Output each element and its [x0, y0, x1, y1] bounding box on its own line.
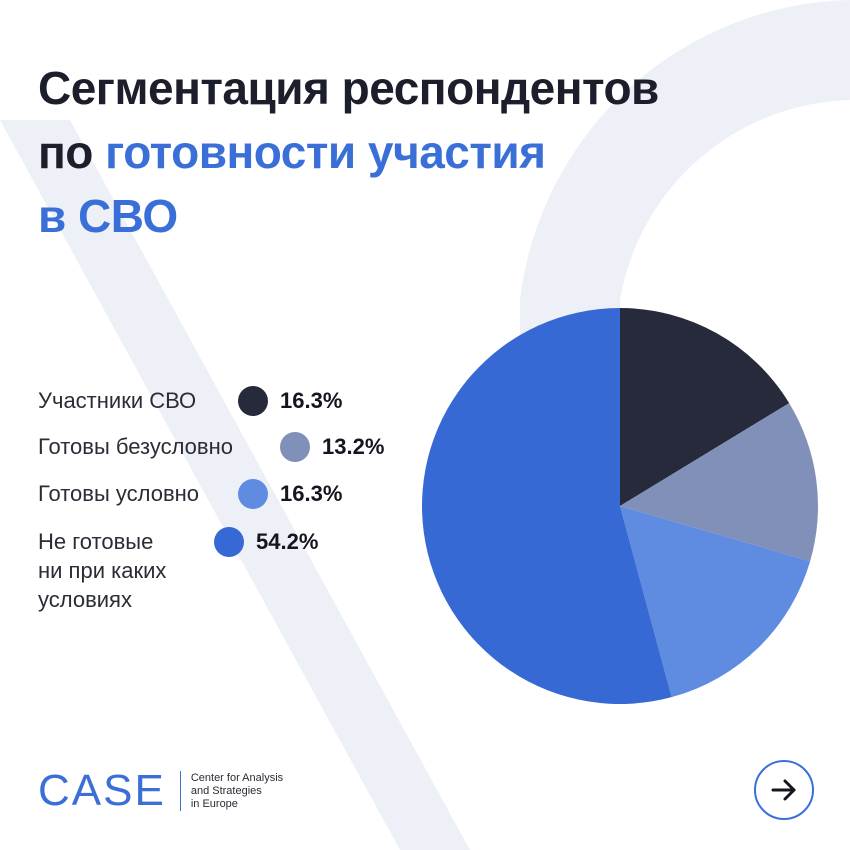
legend-value: 54.2%: [256, 529, 319, 554]
legend-value: 16.3%: [280, 481, 343, 506]
footer-logo: CASE Center for Analysis and Strategies …: [38, 766, 311, 816]
logo-org-name: Center for Analysis and Strategies in Eu…: [190, 771, 284, 810]
title-line-2-plain: по: [38, 126, 106, 178]
legend-value: 13.2%: [322, 434, 385, 459]
title-line-1: Сегментация респондентов: [38, 62, 659, 114]
title-line-2-accent: готовности участия: [105, 126, 546, 178]
pie-slice-0: [620, 308, 790, 506]
title-line-3: в СВО: [38, 190, 178, 242]
legend-swatch: [280, 432, 310, 462]
pie-slice-1: [620, 403, 818, 562]
legend-swatch: [238, 386, 268, 416]
pie-slice-3: [421, 308, 672, 704]
page-title: Сегментация респондентов по готовности у…: [38, 56, 659, 248]
title-line-2: по готовности участия: [38, 120, 659, 184]
legend-label: Не готовые ни при каких условиях: [38, 529, 167, 612]
logo-divider: [179, 771, 181, 811]
legend-label: Готовы безусловно: [38, 434, 233, 459]
next-button[interactable]: [754, 760, 814, 820]
pie-chart: [421, 308, 818, 704]
legend-label: Готовы условно: [38, 481, 200, 506]
legend-swatch: [238, 479, 268, 509]
pie-slice-2: [620, 506, 811, 698]
arrow-right-icon: [771, 779, 796, 801]
legend-swatch: [214, 527, 244, 557]
legend-value: 16.3%: [280, 388, 343, 413]
legend-label: Участники СВО: [38, 388, 197, 413]
logo-wordmark: CASE: [38, 766, 166, 815]
